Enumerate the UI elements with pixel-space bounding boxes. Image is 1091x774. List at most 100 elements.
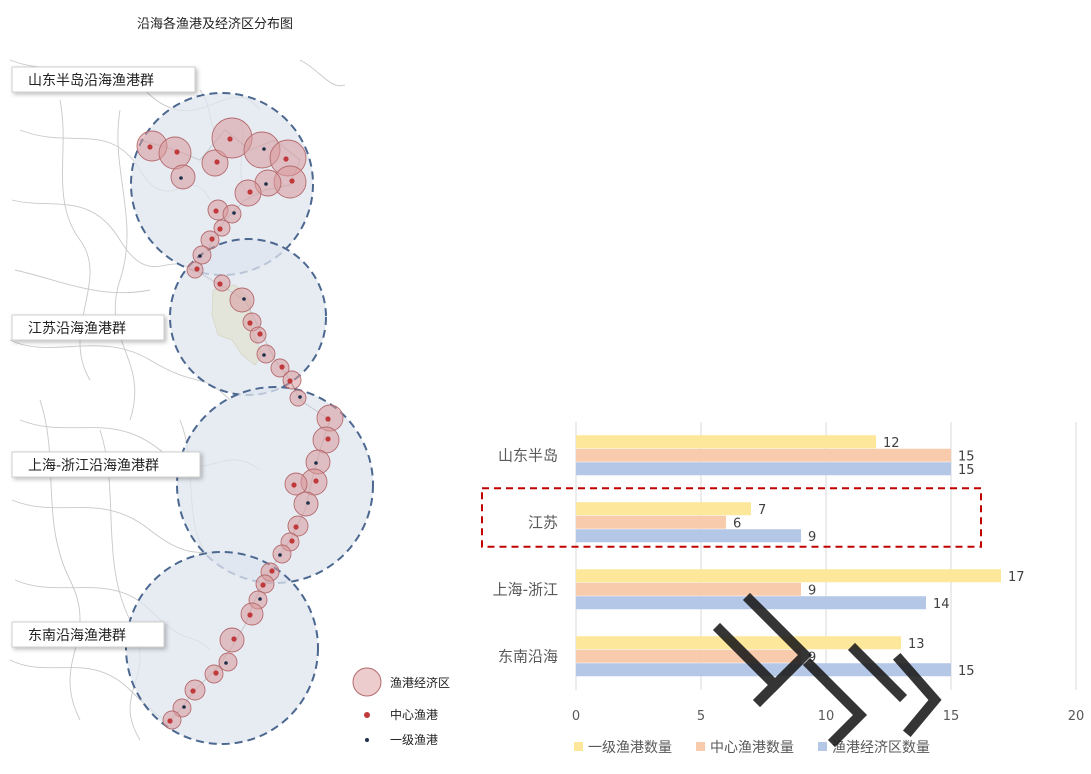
- economic-zone-circle: [229, 287, 255, 313]
- data-label: 14: [933, 597, 950, 612]
- cluster-label: 东南沿海渔港群: [28, 628, 126, 644]
- central-port-dot: [247, 612, 253, 618]
- central-port-dot: [269, 568, 275, 574]
- central-port-dot: [147, 144, 153, 150]
- central-port-dot: [194, 266, 200, 272]
- cluster-label-box: 上海-浙江沿海渔港群: [11, 451, 201, 478]
- watermark: 正版: [600, 590, 942, 748]
- watermark-text: 正版: [600, 590, 602, 591]
- x-tick-label: 15: [943, 709, 960, 724]
- central-port-dot: [217, 281, 223, 287]
- economic-zone-circle: [222, 204, 242, 224]
- first-class-port-dot: [278, 553, 282, 557]
- first-class-port-dot: [242, 297, 246, 301]
- central-port-dot: [325, 416, 331, 422]
- data-label: 9: [808, 583, 816, 598]
- central-port-dot: [291, 482, 297, 488]
- central-port-dot: [247, 320, 253, 326]
- data-label: 13: [908, 637, 925, 652]
- economic-zone-circle: [170, 164, 196, 190]
- central-port-dot: [227, 136, 233, 142]
- bar: [576, 448, 951, 462]
- economic-zone-circle: [272, 544, 292, 564]
- legend-swatch: [696, 742, 705, 751]
- central-port-dot: [190, 688, 196, 694]
- central-port-dot: [260, 582, 266, 588]
- jiangsu-highlight-box: [481, 487, 982, 548]
- first-class-port-dot: [262, 353, 266, 357]
- data-label: 9: [808, 650, 816, 665]
- first-class-port-dot: [314, 461, 318, 465]
- first-class-port-dot: [224, 661, 228, 665]
- legend-swatch: [574, 742, 583, 751]
- central-port-dot: [213, 670, 219, 676]
- central-port-dot: [289, 538, 295, 544]
- legend-label: 一级渔港: [390, 733, 438, 747]
- data-label: 15: [958, 664, 975, 679]
- bar: [576, 502, 751, 516]
- cluster-label-box: 东南沿海渔港群: [11, 621, 165, 648]
- central-port-dot: [289, 178, 295, 184]
- central-port-dot: [217, 226, 223, 232]
- category-label: 山东半岛: [498, 447, 558, 465]
- central-port-dot: [313, 478, 319, 484]
- bar: [576, 582, 801, 596]
- x-tick-label: 5: [697, 709, 705, 724]
- map-title: 沿海各渔港及经济区分布图: [137, 16, 293, 32]
- first-class-port-dot: [198, 254, 202, 258]
- first-class-port-dot: [306, 501, 310, 505]
- central-port-dot: [293, 524, 299, 530]
- red-dot-icon: [364, 712, 370, 718]
- data-label: 7: [758, 503, 766, 518]
- first-class-port-dot: [262, 147, 266, 151]
- first-class-port-dot: [264, 182, 268, 186]
- cluster-circle: [125, 551, 319, 745]
- data-label: 15: [958, 449, 975, 464]
- data-label: 12: [883, 436, 900, 451]
- central-port-dot: [247, 189, 253, 195]
- map-legend: 渔港经济区 中心渔港 一级渔港: [352, 667, 450, 747]
- central-port-dot: [287, 378, 293, 384]
- bar: [576, 462, 951, 476]
- cluster-label-box: 江苏沿海渔港群: [11, 314, 165, 341]
- first-class-port-dot: [298, 395, 302, 399]
- central-port-dot: [167, 718, 173, 724]
- economic-zone-circle: [293, 491, 319, 517]
- central-port-dot: [325, 436, 331, 442]
- central-port-dot: [257, 331, 263, 337]
- central-port-dot: [214, 159, 220, 165]
- legend-label: 一级渔港数量: [588, 740, 672, 756]
- distribution-map: 沿海各渔港及经济区分布图 山东半岛沿海渔港群: [0, 0, 470, 770]
- fishing-ports: [147, 136, 331, 724]
- bar: [576, 529, 801, 543]
- economic-zone-circle: [289, 389, 307, 407]
- central-port-dot: [209, 236, 215, 242]
- central-port-dot: [213, 208, 219, 214]
- cluster-label: 山东半岛沿海渔港群: [28, 73, 154, 89]
- bar: [576, 515, 726, 529]
- first-class-port-dot: [232, 211, 236, 215]
- economic-zone-circle: [256, 344, 276, 364]
- bar: [576, 569, 1001, 583]
- cluster-label: 江苏沿海渔港群: [28, 321, 126, 337]
- cluster-label: 上海-浙江沿海渔港群: [28, 458, 159, 474]
- first-class-port-dot: [179, 176, 183, 180]
- large-circle-icon: [352, 667, 382, 697]
- x-tick-label: 20: [1068, 709, 1085, 724]
- category-label: 东南沿海: [498, 648, 558, 666]
- central-port-dot: [279, 364, 285, 370]
- central-port-dot: [231, 636, 237, 642]
- x-tick-label: 10: [818, 709, 835, 724]
- first-class-port-dot: [258, 597, 262, 601]
- category-label: 江苏: [528, 514, 558, 532]
- first-class-port-dot: [182, 705, 186, 709]
- chart-legend: 一级渔港数量 中心渔港数量 渔港经济区数量: [574, 740, 930, 756]
- economic-zone-circle: [192, 245, 212, 265]
- central-port-dot: [283, 156, 289, 162]
- legend-label: 渔港经济区: [390, 675, 450, 690]
- data-label: 6: [733, 516, 741, 531]
- legend-swatch: [818, 742, 827, 751]
- central-port-dot: [174, 149, 180, 155]
- cluster-label-box: 山东半岛沿海渔港群: [11, 66, 196, 93]
- data-label: 9: [808, 530, 816, 545]
